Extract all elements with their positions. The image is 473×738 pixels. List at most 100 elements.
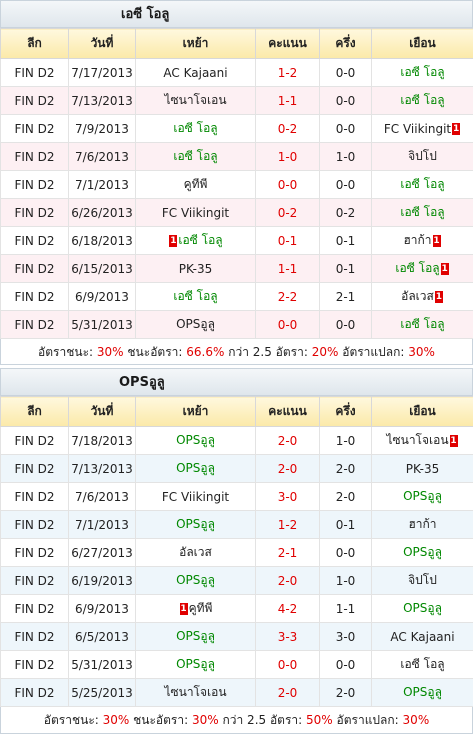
score-cell-text: 3-0 [277,489,298,504]
home-team-cell[interactable]: ไซนาโจเอน [135,86,256,115]
half-cell: 0-0 [319,538,372,567]
home-team-cell-text: เอซี โอลู [173,121,218,135]
date-cell: 7/17/2013 [68,58,136,87]
away-team-cell[interactable]: PK-35 [371,454,473,483]
header-row: ลีก วันที่ เหย้า คะแนน ครึ่ง เยือน [0,396,473,427]
header-league: ลีก [0,28,69,59]
away-team-cell[interactable]: FC Viikingit 1 [371,114,473,143]
away-team-cell[interactable]: OPSอูลู [371,594,473,623]
away-team-cell[interactable]: ไซนาโจเอน 1 [371,426,473,455]
half-cell-text: 0-2 [335,205,356,220]
date-cell: 7/6/2013 [68,142,136,171]
date-cell: 7/9/2013 [68,114,136,143]
table-row: FIN D2 5/25/2013 ไซนาโจเอน 2-0 2-0 OPSอูลู [0,678,473,707]
date-cell: 6/26/2013 [68,198,136,227]
score-cell-text: 1-1 [277,93,298,108]
home-team-cell[interactable]: คูทีพี [135,170,256,199]
home-team-cell[interactable]: เอซี โอลู [135,142,256,171]
table-row: FIN D2 7/18/2013 OPSอูลู 2-0 1-0 ไซนาโจเอน 1 [0,426,473,455]
score-cell: 3-3 [255,622,320,651]
away-team-cell-text: เอซี โอลู [400,657,445,671]
half-cell: 0-1 [319,254,372,283]
date-cell-text: 5/31/2013 [71,657,133,672]
league-cell: FIN D2 [0,510,69,539]
score-cell: 0-0 [255,310,320,339]
header-half: ครึ่ง [319,396,372,427]
league-cell: FIN D2 [0,198,69,227]
league-cell: FIN D2 [0,226,69,255]
away-team-cell[interactable]: จิปโป [371,566,473,595]
score-cell: 1-1 [255,254,320,283]
red-card-badge: 1 [452,123,461,135]
home-team-cell[interactable]: PK-35 [135,254,256,283]
home-team-cell[interactable]: 1 คูทีพี [135,594,256,623]
odd-rate-value: 30% [408,345,435,359]
home-team-cell-text: OPSอูลู [176,433,215,447]
away-team-cell[interactable]: เอซี โอลู [371,170,473,199]
away-team-cell-text: เอซี โอลู [400,317,445,331]
away-team-cell[interactable]: อัลเวส 1 [371,282,473,311]
home-team-cell[interactable]: ไซนาโจเอน [135,678,256,707]
away-team-cell[interactable]: เอซี โอลู [371,198,473,227]
home-team-cell[interactable]: เอซี โอลู [135,282,256,311]
away-team-cell[interactable]: จิปโป [371,142,473,171]
half-cell: 0-0 [319,310,372,339]
date-cell: 7/13/2013 [68,454,136,483]
away-team-cell[interactable]: เอซี โอลู [371,650,473,679]
home-team-cell-text: AC Kajaani [163,65,228,80]
home-team-cell[interactable]: FC Viikingit [135,198,256,227]
home-team-cell[interactable]: OPSอูลู [135,510,256,539]
away-team-cell-text: OPSอูลู [403,685,442,699]
red-card-badge: 1 [179,602,188,615]
half-cell: 2-0 [319,454,372,483]
score-cell-text: 2-0 [277,573,298,588]
home-team-cell[interactable]: FC Viikingit [135,482,256,511]
home-team-cell-text: อัลเวส [179,545,212,559]
win-rate-value: 30% [102,713,130,727]
away-team-cell[interactable]: เอซี โอลู [371,58,473,87]
league-cell: FIN D2 [0,482,69,511]
league-cell: FIN D2 [0,594,69,623]
away-team-cell-text: เอซี โอลู [400,93,445,107]
away-team-cell[interactable]: OPSอูลู [371,538,473,567]
home-team-cell[interactable]: OPSอูลู [135,310,256,339]
home-team-cell[interactable]: OPSอูลู [135,426,256,455]
away-team-cell[interactable]: เอซี โอลู [371,310,473,339]
score-cell: 2-0 [255,454,320,483]
league-cell: FIN D2 [0,622,69,651]
away-team-cell[interactable]: เอซี โอลู 1 [371,254,473,283]
home-team-cell[interactable]: OPSอูลู [135,622,256,651]
half-cell: 0-0 [319,58,372,87]
home-team-cell-text: คูทีพี [183,177,208,191]
half-cell: 3-0 [319,622,372,651]
away-team-cell-text: ฮาก้า [403,233,432,247]
away-team-cell-text: อัลเวส [401,289,434,303]
home-team-cell[interactable]: AC Kajaani [135,58,256,87]
red-card-badge: 1 [434,290,443,303]
date-cell: 6/19/2013 [68,566,136,595]
table-row: FIN D2 7/9/2013 เอซี โอลู 0-2 0-0 FC Viikingi… [0,114,473,143]
home-team-cell[interactable]: OPSอูลู [135,650,256,679]
score-cell-text: 4-2 [277,601,298,616]
away-team-cell[interactable]: AC Kajaani [371,622,473,651]
date-cell: 6/9/2013 [68,594,136,623]
away-team-cell[interactable]: OPSอูลู [371,482,473,511]
away-team-cell[interactable]: ฮาก้า [371,510,473,539]
home-team-cell[interactable]: 1 เอซี โอลู [135,226,256,255]
away-team-cell[interactable]: เอซี โอลู [371,86,473,115]
score-cell-text: 1-2 [277,517,298,532]
home-team-cell[interactable]: OPSอูลู [135,566,256,595]
home-team-cell-text: เอซี โอลู [178,233,223,247]
home-team-cell[interactable]: เอซี โอลู [135,114,256,143]
league-cell: FIN D2 [0,426,69,455]
date-cell-text: 7/6/2013 [75,489,129,504]
home-team-cell[interactable]: OPSอูลู [135,454,256,483]
league-cell: FIN D2 [0,538,69,567]
home-team-cell[interactable]: อัลเวส [135,538,256,567]
away-team-cell-text: PK-35 [405,461,440,476]
away-team-cell[interactable]: ฮาก้า 1 [371,226,473,255]
score-cell: 2-2 [255,282,320,311]
date-cell: 7/1/2013 [68,170,136,199]
score-cell-text: 3-3 [277,629,298,644]
away-team-cell[interactable]: OPSอูลู [371,678,473,707]
